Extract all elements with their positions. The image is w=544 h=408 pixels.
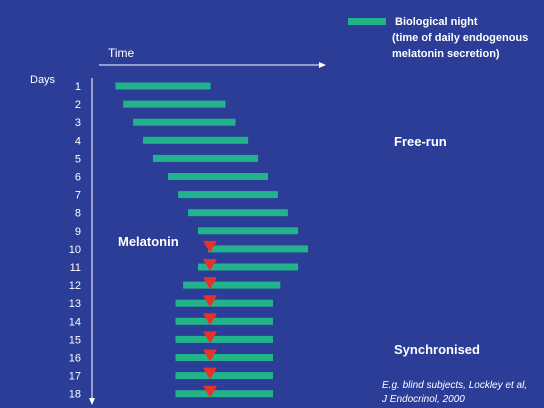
night-bars [115, 82, 309, 398]
day-label: 1 [75, 81, 81, 93]
night-bar [175, 372, 273, 380]
day-label: 3 [75, 117, 81, 129]
day-label: 12 [69, 280, 81, 292]
melatonin-marker [203, 259, 217, 271]
time-axis-arrow-icon [319, 62, 326, 68]
night-bar [167, 173, 268, 180]
night-bar [178, 191, 278, 199]
night-bar [198, 227, 299, 235]
night-bar [143, 136, 249, 144]
night-bar [198, 263, 299, 271]
melatonin-marker [203, 240, 217, 253]
time-axis-label: Time [108, 46, 135, 60]
day-label: 7 [75, 190, 81, 202]
melatonin-marker [203, 295, 217, 308]
melatonin-label: Melatonin [118, 234, 179, 249]
melatonin-marker [203, 331, 217, 344]
legend-line-2: (time of daily endogenous [392, 32, 528, 44]
day-label: 6 [75, 172, 81, 184]
day-label: 11 [70, 262, 81, 274]
day-label: 4 [75, 135, 81, 147]
melatonin-marker [203, 367, 217, 380]
night-bar [175, 299, 273, 307]
legend-line-1: Biological night [395, 16, 478, 28]
melatonin-marker [203, 277, 217, 290]
day-label: 5 [75, 153, 81, 165]
day-label: 14 [69, 316, 81, 328]
citation-line-1: E.g. blind subjects, Lockley et al, [382, 380, 527, 391]
night-bar [153, 154, 259, 162]
night-bar [175, 317, 273, 325]
day-label: 8 [75, 208, 81, 220]
night-bar [123, 100, 226, 108]
synchronised-label: Synchronised [394, 342, 480, 357]
day-label: 10 [69, 244, 81, 256]
melatonin-marker [203, 385, 217, 398]
free-run-label: Free-run [394, 134, 447, 149]
night-bar [115, 82, 211, 90]
day-label: 16 [69, 353, 81, 365]
night-bar [175, 390, 273, 398]
melatonin-markers [203, 240, 217, 398]
day-label: 9 [75, 226, 81, 238]
days-axis-arrow-icon [89, 398, 95, 405]
night-bar [183, 281, 281, 289]
day-label: 15 [69, 334, 81, 346]
melatonin-marker [203, 349, 217, 362]
legend-line-3: melatonin secretion) [392, 48, 500, 60]
days-axis-title: Days [30, 74, 56, 86]
melatonin-marker [203, 313, 217, 326]
night-bar [175, 354, 273, 361]
day-label: 17 [69, 371, 81, 383]
night-bar [188, 209, 288, 217]
night-bar [175, 335, 273, 343]
day-label: 13 [69, 298, 81, 310]
night-bar [133, 118, 236, 126]
day-label: 2 [75, 99, 81, 111]
citation-line-2: J Endocrinol, 2000 [381, 394, 465, 405]
legend-swatch [348, 18, 386, 25]
night-bar [208, 245, 309, 253]
day-label: 18 [69, 389, 81, 401]
